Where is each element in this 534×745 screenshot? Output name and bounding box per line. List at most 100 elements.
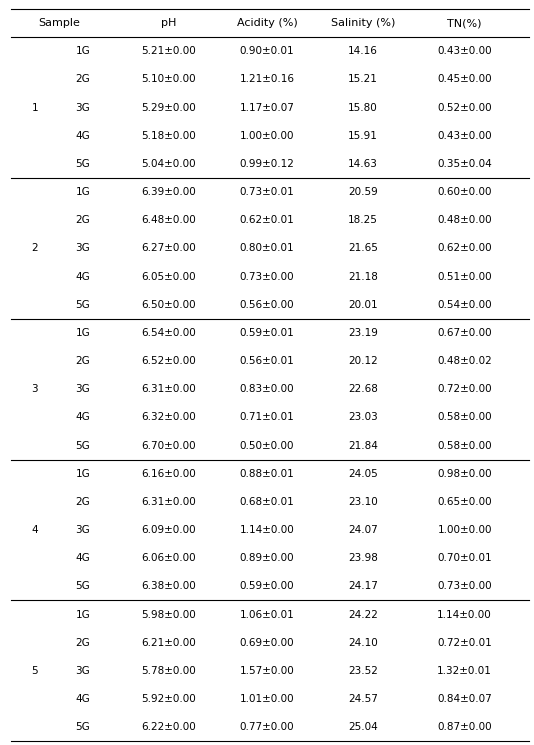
Text: 24.10: 24.10	[348, 638, 378, 647]
Text: 0.70±0.01: 0.70±0.01	[437, 554, 492, 563]
Text: 0.35±0.04: 0.35±0.04	[437, 159, 492, 169]
Text: Sample: Sample	[38, 18, 80, 28]
Text: 0.50±0.00: 0.50±0.00	[240, 440, 294, 451]
Text: 0.45±0.00: 0.45±0.00	[437, 74, 492, 84]
Text: 0.59±0.00: 0.59±0.00	[240, 581, 294, 592]
Text: 6.52±0.00: 6.52±0.00	[141, 356, 195, 366]
Text: 24.07: 24.07	[348, 525, 378, 535]
Text: 0.56±0.01: 0.56±0.01	[240, 356, 294, 366]
Text: 21.84: 21.84	[348, 440, 378, 451]
Text: 1.14±0.00: 1.14±0.00	[437, 609, 492, 620]
Text: 1.00±0.00: 1.00±0.00	[240, 131, 294, 141]
Text: 2G: 2G	[75, 497, 90, 507]
Text: 6.32±0.00: 6.32±0.00	[141, 413, 195, 422]
Text: 6.05±0.00: 6.05±0.00	[141, 272, 195, 282]
Text: 0.84±0.07: 0.84±0.07	[437, 694, 492, 704]
Text: 6.54±0.00: 6.54±0.00	[141, 328, 195, 338]
Text: 0.77±0.00: 0.77±0.00	[240, 722, 294, 732]
Text: 4G: 4G	[75, 554, 90, 563]
Text: 21.65: 21.65	[348, 244, 378, 253]
Text: 15.91: 15.91	[348, 131, 378, 141]
Text: 3G: 3G	[75, 525, 90, 535]
Text: 5.98±0.00: 5.98±0.00	[141, 609, 195, 620]
Text: 0.89±0.00: 0.89±0.00	[240, 554, 294, 563]
Text: 1G: 1G	[75, 328, 90, 338]
Text: 0.99±0.12: 0.99±0.12	[240, 159, 294, 169]
Text: 3G: 3G	[75, 244, 90, 253]
Text: 1.21±0.16: 1.21±0.16	[240, 74, 294, 84]
Text: 3: 3	[32, 384, 38, 394]
Text: 0.62±0.01: 0.62±0.01	[240, 215, 294, 225]
Text: 15.80: 15.80	[348, 103, 378, 112]
Text: 23.19: 23.19	[348, 328, 378, 338]
Text: 6.39±0.00: 6.39±0.00	[141, 187, 195, 197]
Text: 0.73±0.00: 0.73±0.00	[240, 272, 294, 282]
Text: 3G: 3G	[75, 103, 90, 112]
Text: 20.12: 20.12	[348, 356, 378, 366]
Text: 22.68: 22.68	[348, 384, 378, 394]
Text: 6.38±0.00: 6.38±0.00	[141, 581, 195, 592]
Text: 0.48±0.02: 0.48±0.02	[437, 356, 492, 366]
Text: 0.88±0.01: 0.88±0.01	[240, 469, 294, 479]
Text: 4G: 4G	[75, 694, 90, 704]
Text: 6.21±0.00: 6.21±0.00	[141, 638, 195, 647]
Text: 3G: 3G	[75, 666, 90, 676]
Text: 0.58±0.00: 0.58±0.00	[437, 413, 492, 422]
Text: 1G: 1G	[75, 187, 90, 197]
Text: 5.10±0.00: 5.10±0.00	[141, 74, 195, 84]
Text: 0.48±0.00: 0.48±0.00	[437, 215, 492, 225]
Text: 5G: 5G	[75, 440, 90, 451]
Text: pH: pH	[161, 18, 176, 28]
Text: 5.21±0.00: 5.21±0.00	[141, 46, 195, 57]
Text: 20.59: 20.59	[348, 187, 378, 197]
Text: 0.58±0.00: 0.58±0.00	[437, 440, 492, 451]
Text: 6.22±0.00: 6.22±0.00	[141, 722, 195, 732]
Text: 23.10: 23.10	[348, 497, 378, 507]
Text: 1.06±0.01: 1.06±0.01	[240, 609, 294, 620]
Text: 5.78±0.00: 5.78±0.00	[141, 666, 195, 676]
Text: 14.63: 14.63	[348, 159, 378, 169]
Text: Salinity (%): Salinity (%)	[331, 18, 395, 28]
Text: 1G: 1G	[75, 609, 90, 620]
Text: 0.90±0.01: 0.90±0.01	[240, 46, 294, 57]
Text: 0.98±0.00: 0.98±0.00	[437, 469, 492, 479]
Text: 0.54±0.00: 0.54±0.00	[437, 299, 492, 310]
Text: 21.18: 21.18	[348, 272, 378, 282]
Text: 5.92±0.00: 5.92±0.00	[141, 694, 195, 704]
Text: 1.01±0.00: 1.01±0.00	[240, 694, 294, 704]
Text: 4G: 4G	[75, 272, 90, 282]
Text: 15.21: 15.21	[348, 74, 378, 84]
Text: 0.71±0.01: 0.71±0.01	[240, 413, 294, 422]
Text: 3G: 3G	[75, 384, 90, 394]
Text: 1.17±0.07: 1.17±0.07	[240, 103, 294, 112]
Text: 5: 5	[32, 666, 38, 676]
Text: 2: 2	[32, 244, 38, 253]
Text: 6.27±0.00: 6.27±0.00	[141, 244, 195, 253]
Text: 5G: 5G	[75, 581, 90, 592]
Text: 0.65±0.00: 0.65±0.00	[437, 497, 492, 507]
Text: 0.62±0.00: 0.62±0.00	[437, 244, 492, 253]
Text: 0.60±0.00: 0.60±0.00	[437, 187, 492, 197]
Text: 1.57±0.00: 1.57±0.00	[240, 666, 294, 676]
Text: 0.43±0.00: 0.43±0.00	[437, 131, 492, 141]
Text: 6.70±0.00: 6.70±0.00	[141, 440, 195, 451]
Text: 5G: 5G	[75, 299, 90, 310]
Text: 5.18±0.00: 5.18±0.00	[141, 131, 195, 141]
Text: 0.59±0.01: 0.59±0.01	[240, 328, 294, 338]
Text: 6.16±0.00: 6.16±0.00	[141, 469, 195, 479]
Text: 0.80±0.01: 0.80±0.01	[240, 244, 294, 253]
Text: 6.06±0.00: 6.06±0.00	[141, 554, 195, 563]
Text: 23.03: 23.03	[348, 413, 378, 422]
Text: 24.22: 24.22	[348, 609, 378, 620]
Text: 1.14±0.00: 1.14±0.00	[240, 525, 294, 535]
Text: 6.50±0.00: 6.50±0.00	[141, 299, 195, 310]
Text: 4G: 4G	[75, 131, 90, 141]
Text: 0.69±0.00: 0.69±0.00	[240, 638, 294, 647]
Text: 23.98: 23.98	[348, 554, 378, 563]
Text: 0.52±0.00: 0.52±0.00	[437, 103, 492, 112]
Text: 0.43±0.00: 0.43±0.00	[437, 46, 492, 57]
Text: 2G: 2G	[75, 638, 90, 647]
Text: 0.56±0.00: 0.56±0.00	[240, 299, 294, 310]
Text: 24.05: 24.05	[348, 469, 378, 479]
Text: 0.72±0.00: 0.72±0.00	[437, 384, 492, 394]
